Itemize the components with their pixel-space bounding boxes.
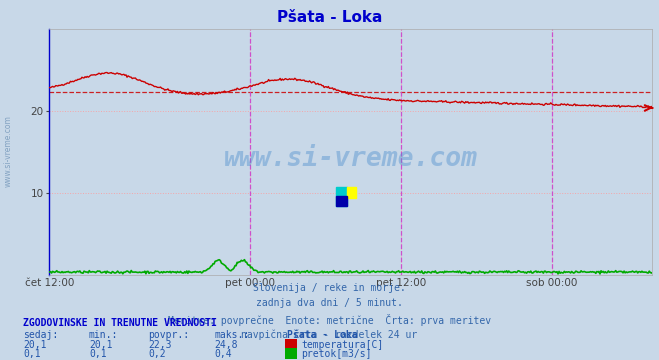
Text: Slovenija / reke in morje.: Slovenija / reke in morje. (253, 283, 406, 293)
Text: 22,3: 22,3 (148, 341, 172, 351)
Text: Meritve: povprečne  Enote: metrične  Črta: prva meritev: Meritve: povprečne Enote: metrične Črta:… (168, 314, 491, 325)
Text: 24,8: 24,8 (214, 341, 238, 351)
Text: 0,1: 0,1 (23, 350, 41, 360)
Text: ZGODOVINSKE IN TRENUTNE VREDNOSTI: ZGODOVINSKE IN TRENUTNE VREDNOSTI (23, 318, 217, 328)
Text: zadnja dva dni / 5 minut.: zadnja dva dni / 5 minut. (256, 298, 403, 308)
Text: 0,2: 0,2 (148, 350, 166, 360)
Text: povpr.:: povpr.: (148, 330, 189, 341)
Bar (336, 188, 347, 206)
Bar (336, 197, 347, 206)
Text: 20,1: 20,1 (89, 341, 113, 351)
Text: temperatura[C]: temperatura[C] (301, 341, 384, 351)
Text: navpična črta - razdelek 24 ur: navpična črta - razdelek 24 ur (241, 329, 418, 339)
Text: pretok[m3/s]: pretok[m3/s] (301, 350, 372, 360)
Text: sedaj:: sedaj: (23, 330, 58, 341)
Text: min.:: min.: (89, 330, 119, 341)
Text: 0,4: 0,4 (214, 350, 232, 360)
Text: maks.:: maks.: (214, 330, 249, 341)
Bar (347, 188, 356, 198)
Text: 20,1: 20,1 (23, 341, 47, 351)
Text: Pšata - Loka: Pšata - Loka (277, 10, 382, 25)
Text: www.si-vreme.com: www.si-vreme.com (3, 115, 13, 187)
Text: www.si-vreme.com: www.si-vreme.com (224, 147, 478, 172)
Text: Pšata - Loka: Pšata - Loka (287, 330, 357, 341)
Text: 0,1: 0,1 (89, 350, 107, 360)
